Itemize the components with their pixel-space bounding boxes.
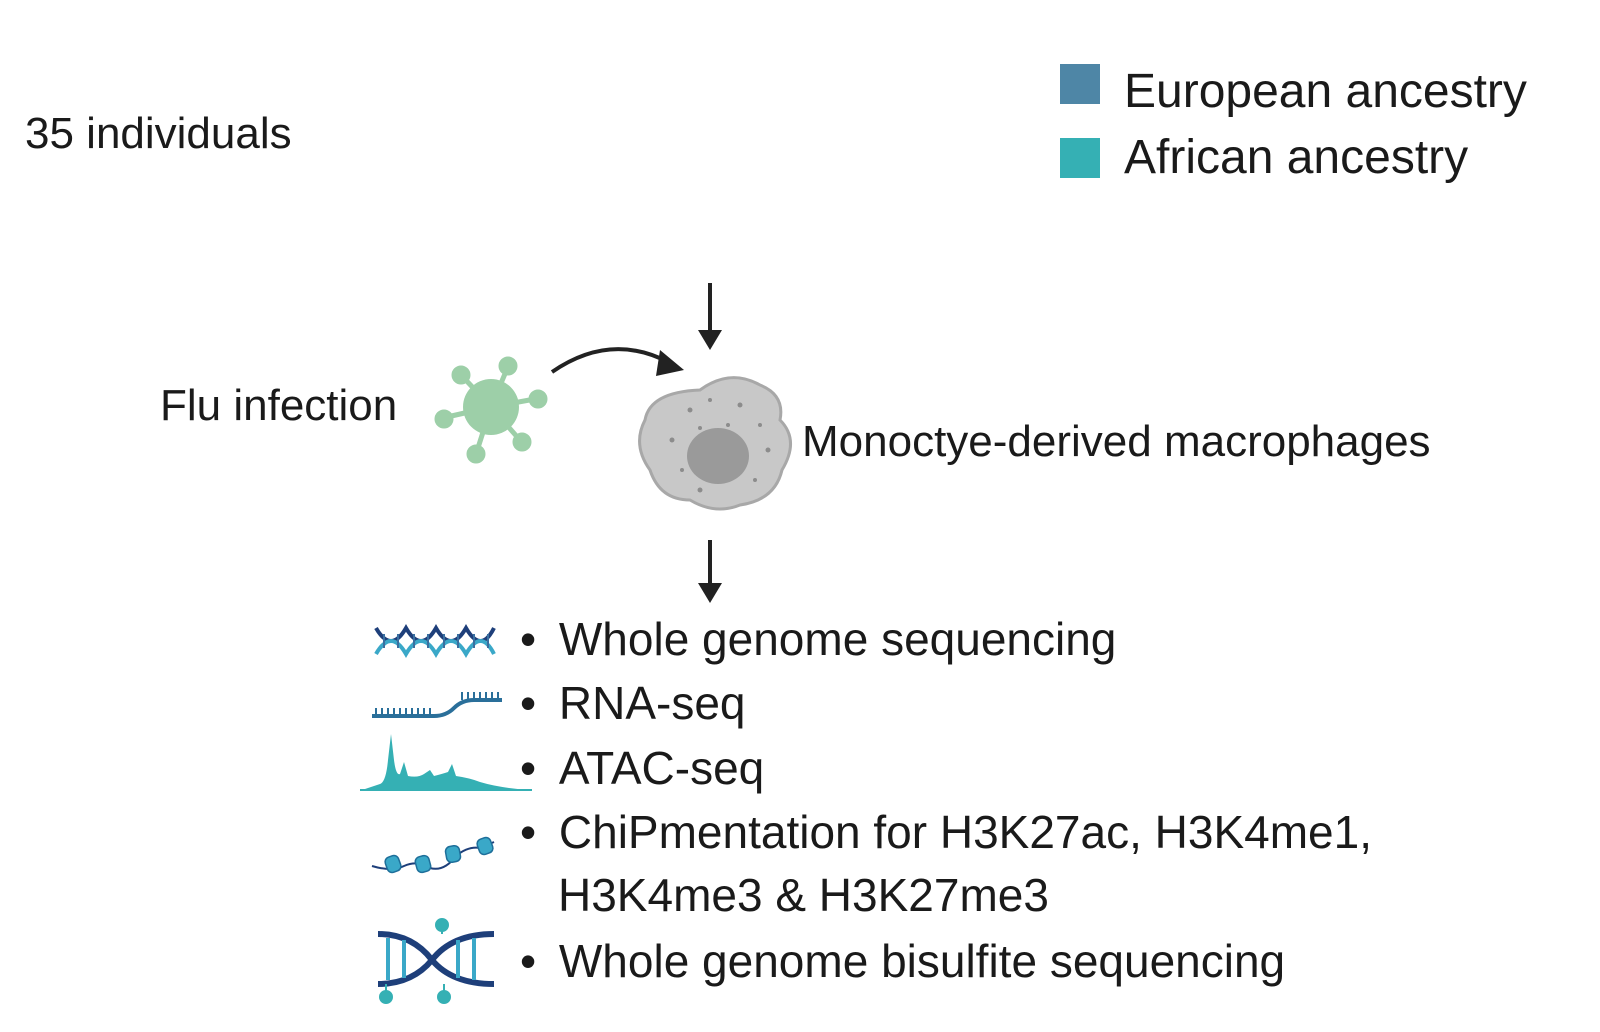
bullet: • xyxy=(520,677,537,729)
bullet: • xyxy=(520,806,537,858)
legend-swatch-european xyxy=(1060,64,1100,104)
assay-item-wgs: • Whole genome sequencing xyxy=(520,616,1116,662)
assay-item-chipmentation-line2: H3K4me3 & H3K27me3 xyxy=(558,872,1049,918)
curved-arrow xyxy=(550,347,684,376)
legend: European ancestry African ancestry xyxy=(1060,62,1580,192)
macrophage-icon xyxy=(638,376,792,511)
peak-signal-icon xyxy=(360,734,532,791)
assay-label: ATAC-seq xyxy=(558,742,765,794)
dna-double-helix-icon xyxy=(374,624,496,658)
legend-label-african: African ancestry xyxy=(1124,131,1469,184)
legend-swatch-african xyxy=(1060,138,1100,178)
down-arrow-1 xyxy=(698,283,722,350)
assay-list: • Whole genome sequencing • RNA-seq • AT… xyxy=(520,612,1520,1022)
assay-item-rnaseq: • RNA-seq xyxy=(520,680,746,726)
assay-item-chipmentation: • ChiPmentation for H3K27ac, H3K4me1, xyxy=(520,809,1372,855)
population-label: 35 individuals xyxy=(25,109,292,158)
assay-label: RNA-seq xyxy=(558,677,746,729)
bullet: • xyxy=(520,613,537,665)
assay-label: Whole genome bisulfite sequencing xyxy=(558,935,1286,987)
methylated-dna-icon xyxy=(377,918,495,1004)
assay-item-wgbs: • Whole genome bisulfite sequencing xyxy=(520,938,1285,984)
down-arrow-2 xyxy=(698,540,722,603)
bullet: • xyxy=(520,935,537,987)
assay-label: H3K4me3 & H3K27me3 xyxy=(558,869,1049,921)
macrophages-label: Monoctye-derived macrophages xyxy=(802,417,1431,466)
legend-label-european: European ancestry xyxy=(1124,65,1527,118)
rna-strand-icon xyxy=(372,692,502,718)
bullet: • xyxy=(520,742,537,794)
assay-label: ChiPmentation for H3K27ac, H3K4me1, xyxy=(558,806,1372,858)
nucleosome-chromatin-icon xyxy=(371,836,495,874)
assay-label: Whole genome sequencing xyxy=(558,613,1117,665)
assay-item-atacseq: • ATAC-seq xyxy=(520,745,764,791)
flu-infection-label: Flu infection xyxy=(160,381,398,430)
virus-icon xyxy=(434,356,548,464)
